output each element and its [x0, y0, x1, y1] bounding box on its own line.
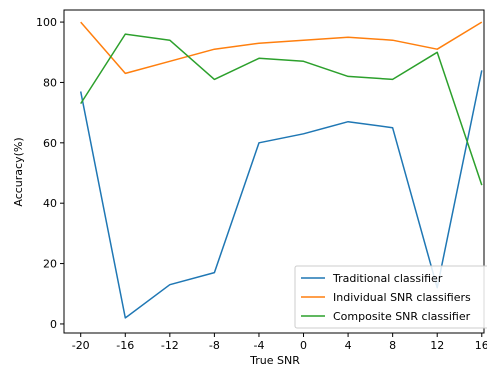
legend-box: [294, 265, 487, 329]
x-tick-label: -16: [116, 339, 134, 352]
series-line-0: [79, 70, 483, 319]
x-tick-label: -8: [209, 339, 220, 352]
y-tick-label: 80: [43, 76, 57, 89]
x-tick-label: 12: [430, 339, 444, 352]
y-tick-label: 40: [43, 197, 57, 210]
x-tick-label: -20: [72, 339, 90, 352]
x-axis-label: True SNR: [249, 354, 300, 367]
legend-entry: Traditional classifier: [332, 272, 443, 285]
y-axis-label: Accuracy(%): [12, 137, 25, 206]
legend: Traditional classifier Individual SNR cla…: [294, 265, 487, 329]
y-tick-label: 100: [36, 16, 57, 29]
y-tick-label: 0: [50, 318, 57, 331]
series-line-2: [80, 33, 483, 186]
axes: [63, 9, 485, 334]
series-lines: [79, 21, 483, 319]
y-tick-label: 20: [43, 258, 57, 271]
x-tick-label: -12: [161, 339, 179, 352]
y-axis-ticks: 0 20 40 60 80 100: [36, 16, 64, 331]
legend-entry: Composite SNR classifier: [333, 310, 471, 323]
x-tick-label: 16: [475, 339, 487, 352]
x-axis-ticks: -20 -16 -12 -8 -4 0 4 8 12 16: [72, 333, 487, 352]
x-tick-label: 4: [345, 339, 352, 352]
y-tick-label: 60: [43, 137, 57, 150]
legend-entry: Individual SNR classifiers: [333, 291, 471, 304]
x-tick-label: 0: [300, 339, 307, 352]
x-tick-label: 8: [389, 339, 396, 352]
series-line-1: [80, 21, 483, 75]
x-tick-label: -4: [253, 339, 264, 352]
plot-frame: [63, 9, 485, 334]
